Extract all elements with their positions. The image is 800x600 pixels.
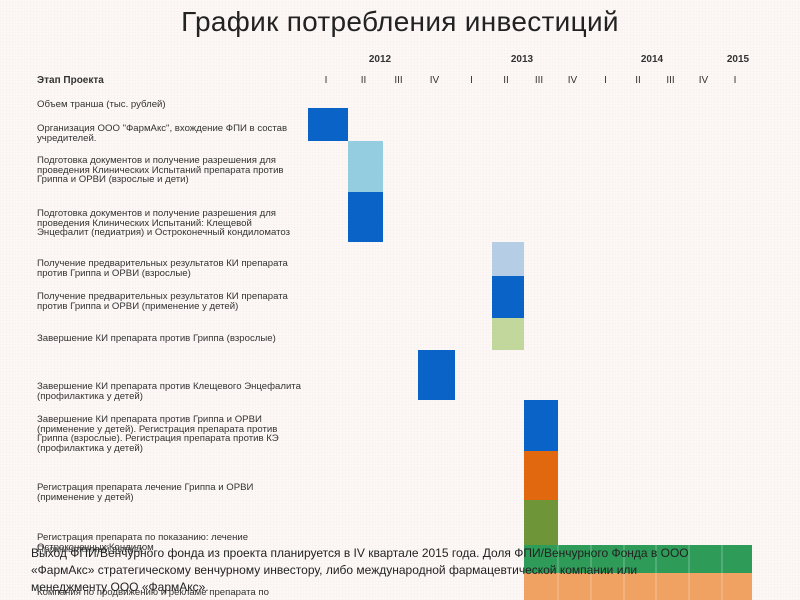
gantt-bar [308, 108, 348, 141]
gantt-bar [524, 451, 558, 500]
gantt-bar [524, 573, 752, 600]
exit-note-line-3: менеджменту ООО «ФармАкс». [31, 580, 209, 594]
year-label: 2015 [726, 54, 750, 65]
gantt-bar [492, 242, 524, 276]
quarter-label: III [666, 75, 675, 86]
stage-label: Объем транша (тыс. рублей) [37, 99, 166, 110]
stage-label: Завершение КИ препарата против Гриппа и … [37, 414, 279, 454]
quarter-label: IV [567, 75, 578, 86]
gantt-bar [348, 141, 383, 192]
gantt-bar [524, 500, 558, 545]
quarter-label: III [534, 75, 544, 86]
gantt-bar [492, 318, 524, 350]
exit-note-line-2: «ФармАкс» стратегическому венчурному инв… [31, 563, 638, 577]
stage-label: Завершение КИ препарата против Клещевого… [37, 381, 301, 402]
quarter-label: IV [698, 75, 709, 86]
page-title: График потребления инвестиций [181, 6, 619, 37]
stage-label: Регистрация препарата по показанию: лече… [37, 532, 249, 553]
quarter-label: I [733, 75, 737, 86]
stage-label: Компания по продвижению и рекламе препар… [37, 587, 269, 598]
year-label: 2014 [640, 54, 664, 65]
gantt-bar [524, 545, 752, 573]
quarter-label: I [604, 75, 607, 86]
quarter-label: IV [429, 75, 440, 86]
gantt-bar [524, 400, 558, 451]
gantt-bar [348, 192, 383, 242]
stage-label: Подготовка документов и получение разреш… [37, 155, 284, 185]
stage-label: Завершение КИ препарата против Гриппа (в… [37, 333, 276, 344]
quarter-label: I [470, 75, 473, 86]
year-label: 2013 [510, 54, 534, 65]
quarter-label: II [503, 75, 509, 86]
stage-label: Подготовка документов и получение разреш… [37, 208, 290, 238]
stage-label: Регистрация препарата лечение Гриппа и О… [37, 482, 254, 503]
stage-column-header: Этап Проекта [37, 75, 104, 86]
stage-label: Промышленный выпуск [37, 544, 144, 555]
stage-label: Получение предварительных результатов КИ… [37, 258, 288, 279]
year-label: 2012 [368, 54, 392, 65]
exit-note-line-1: Выход ФПИ/Венчурного фонда из проекта пл… [31, 546, 689, 560]
gantt-bar [492, 276, 524, 318]
stage-label: Организация ООО "ФармАкс", вхождение ФПИ… [37, 123, 288, 144]
stage-label: Получение предварительных результатов КИ… [37, 291, 288, 312]
quarter-label: I [324, 75, 328, 86]
gantt-bar [418, 350, 455, 400]
quarter-label: III [394, 75, 403, 86]
quarter-label: II [360, 75, 367, 86]
exit-note: Выход ФПИ/Венчурного фонда из проекта пл… [31, 545, 781, 596]
quarter-label: II [635, 75, 641, 86]
